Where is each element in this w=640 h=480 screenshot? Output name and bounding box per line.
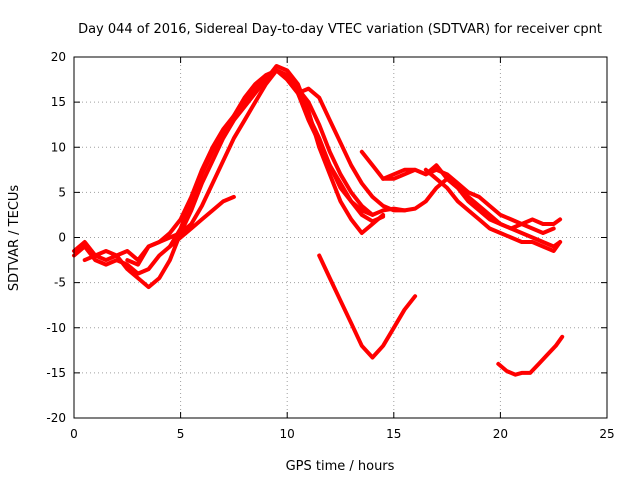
y-tick-label: -20 — [46, 411, 66, 425]
y-tick-label: 5 — [58, 185, 66, 199]
x-tick-label: 10 — [280, 427, 295, 441]
x-tick-label: 5 — [177, 427, 185, 441]
x-tick-label: 25 — [599, 427, 614, 441]
y-tick-label: -5 — [54, 276, 66, 290]
data-series — [72, 64, 565, 377]
y-tick-label: 0 — [58, 231, 66, 245]
x-tick-label: 0 — [70, 427, 78, 441]
series-line-arc-k — [496, 334, 565, 377]
series-line-arc-i — [423, 167, 563, 253]
plot-frame — [73, 56, 608, 419]
y-axis-label: SDTVAR / TECUs — [7, 185, 22, 292]
x-tick-label: 20 — [493, 427, 508, 441]
x-axis-ticks: 0 5 10 15 20 25 — [70, 57, 615, 441]
series-line-arc-a — [72, 64, 386, 290]
series-line-arc-h — [381, 163, 563, 249]
series-line-arc-c — [82, 68, 375, 263]
grid-lines — [74, 57, 607, 418]
y-axis-ticks: -20 -15 -10 -5 0 5 10 15 20 — [46, 50, 607, 425]
y-tick-label: 10 — [51, 140, 66, 154]
series-line-arc-d — [125, 68, 386, 267]
series-line-arc-j — [317, 253, 418, 360]
series-line-arc-e — [167, 194, 236, 249]
x-axis-label: GPS time / hours — [286, 459, 395, 474]
chart-title: Day 044 of 2016, Sidereal Day-to-day VTE… — [78, 22, 602, 37]
y-tick-label: 15 — [51, 95, 66, 109]
y-tick-label: 20 — [51, 50, 66, 64]
x-tick-label: 15 — [386, 427, 401, 441]
y-tick-label: -10 — [46, 321, 66, 335]
y-tick-label: -15 — [46, 366, 66, 380]
series-line-arc-g — [359, 149, 563, 226]
